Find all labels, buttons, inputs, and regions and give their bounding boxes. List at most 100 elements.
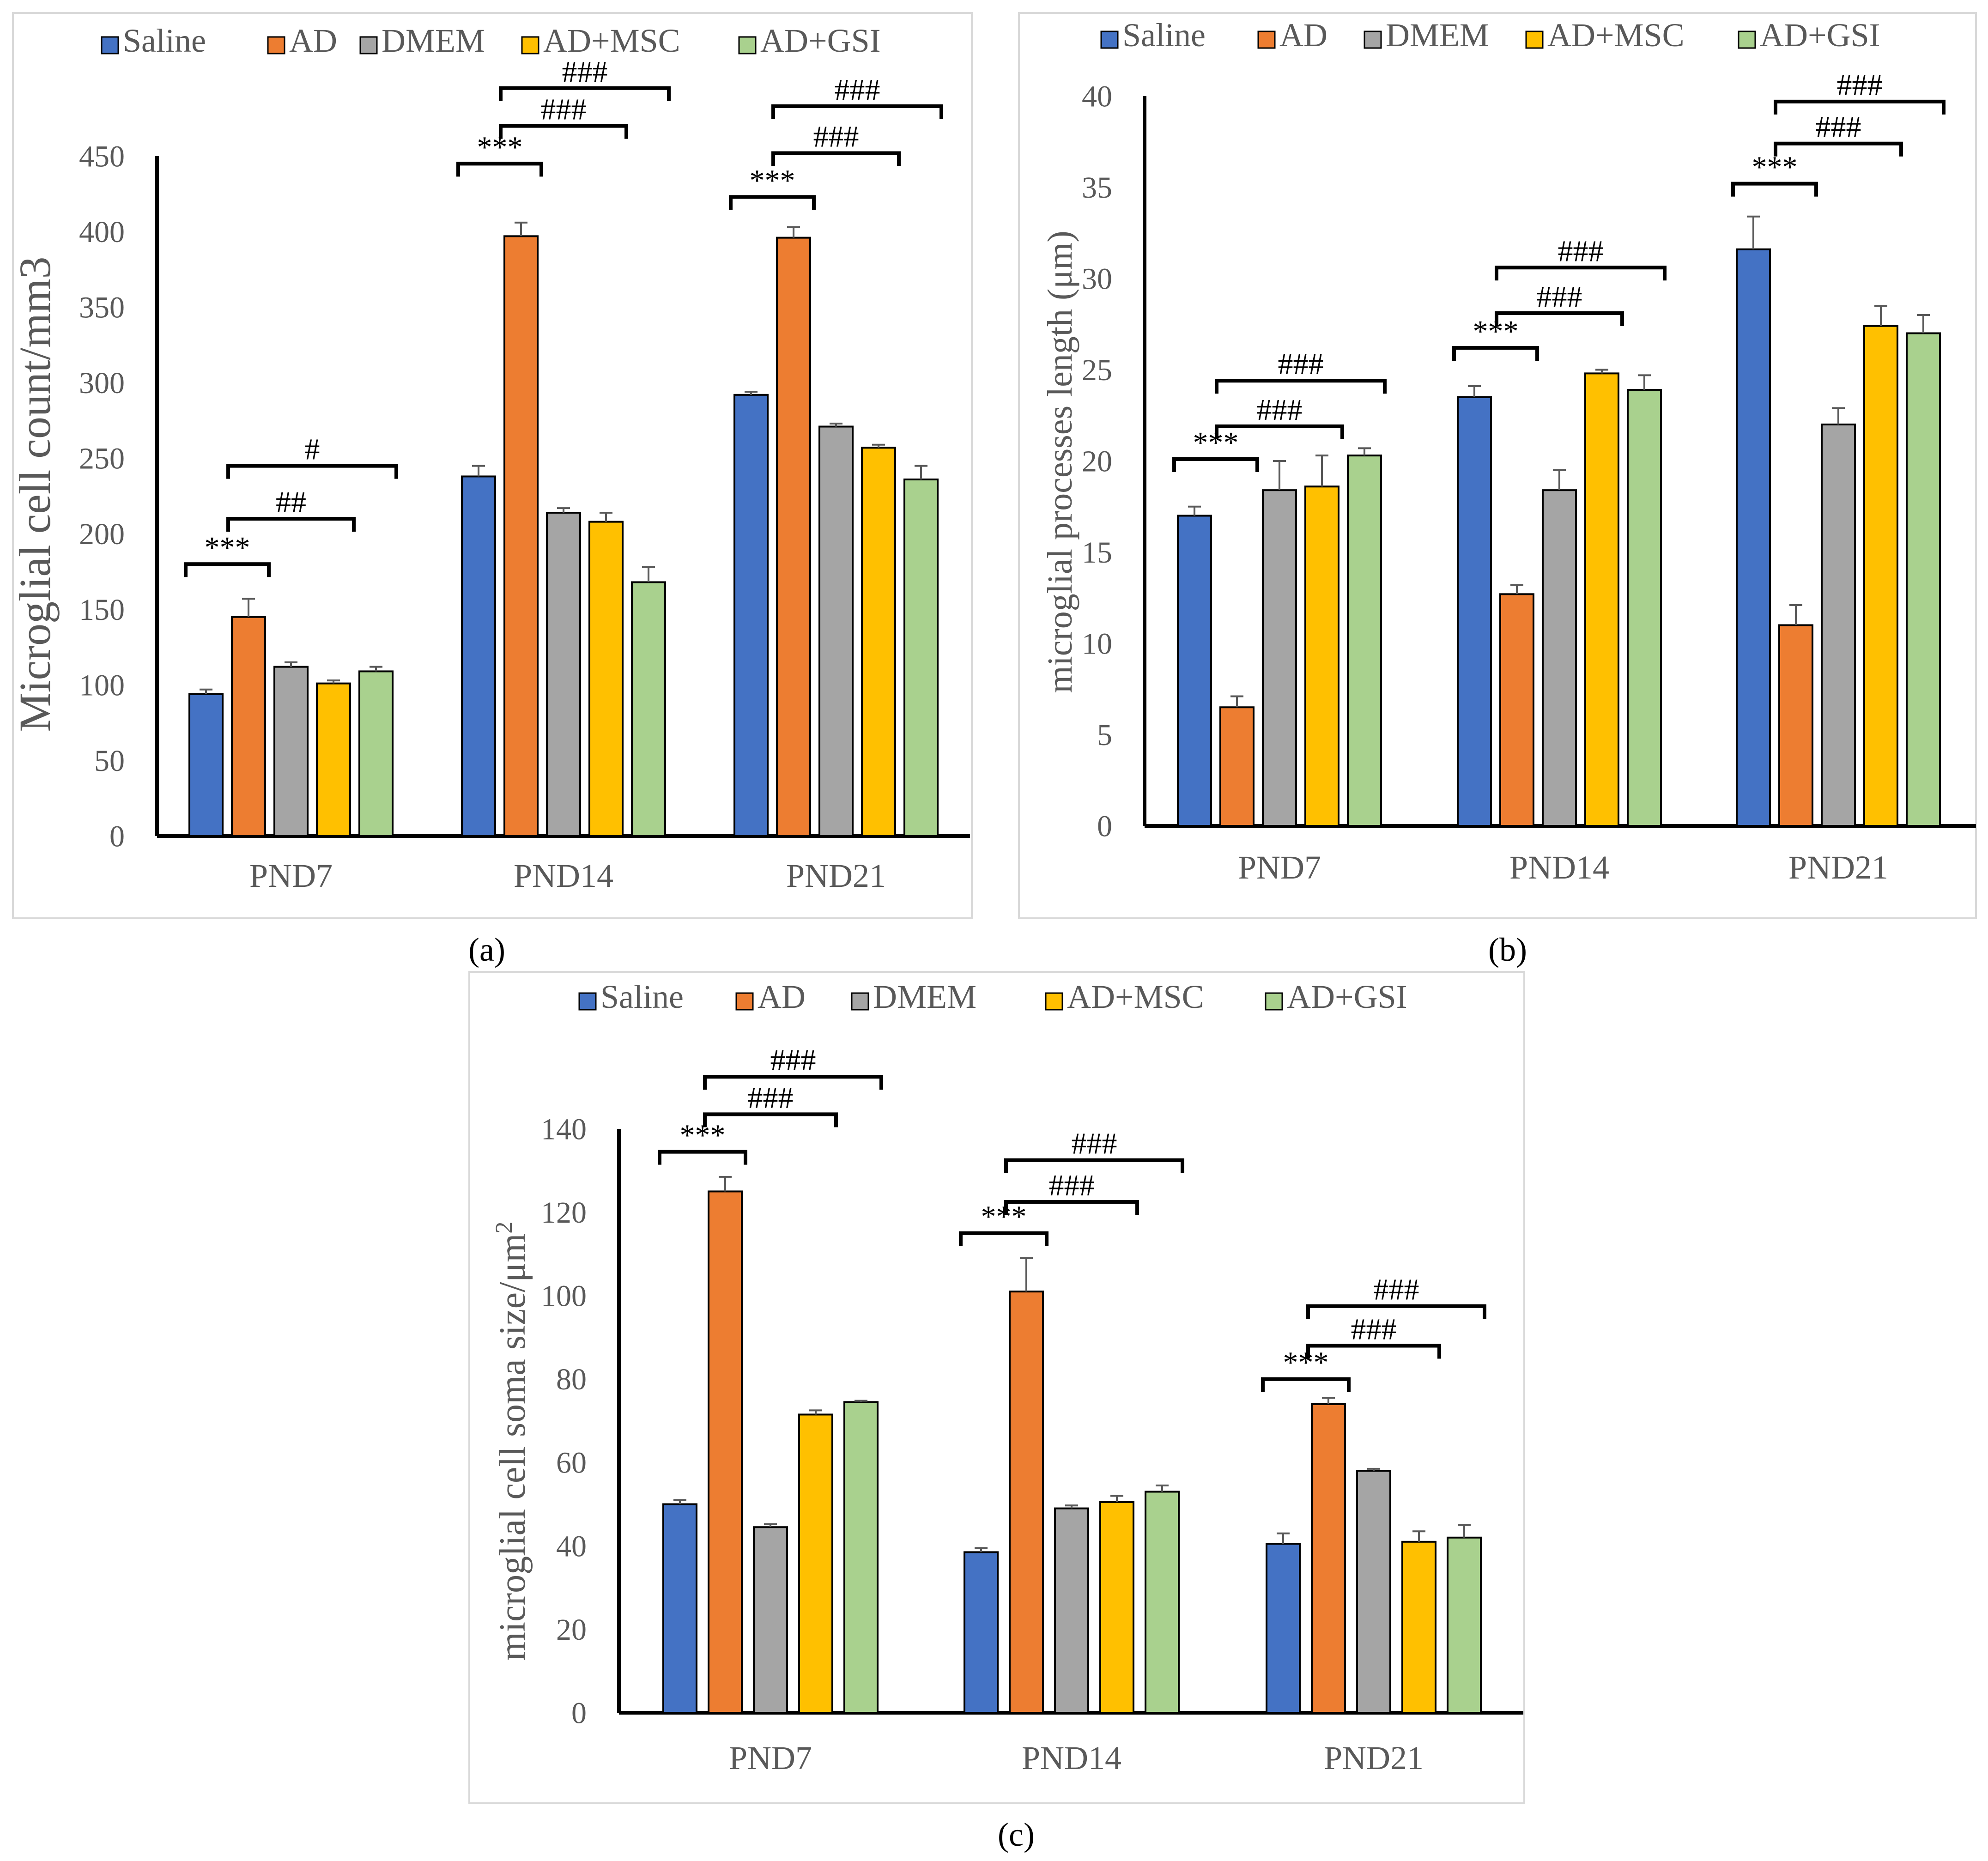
legend-swatch (1257, 30, 1276, 49)
significance-bracket (1004, 1158, 1184, 1173)
y-tick-label: 5 (1097, 718, 1112, 752)
y-tick-label: 350 (79, 291, 125, 325)
bar (1311, 1403, 1346, 1714)
significance-bracket (1261, 1377, 1351, 1392)
significance-label: ### (1257, 393, 1303, 427)
significance-bracket (1215, 424, 1344, 439)
legend-swatch (359, 36, 378, 55)
significance-bracket (1495, 311, 1624, 327)
legend-swatch (101, 36, 119, 55)
legend-swatch (1364, 30, 1382, 49)
x-tick-label: PND14 (514, 857, 613, 894)
y-tick-label: 20 (556, 1613, 587, 1647)
bar (1542, 489, 1577, 827)
x-tick-label: PND7 (249, 857, 333, 894)
bar (843, 1401, 879, 1714)
significance-bracket (1306, 1304, 1486, 1319)
y-tick-label: 200 (79, 517, 125, 551)
bar (1447, 1536, 1482, 1714)
bar (503, 235, 539, 837)
significance-bracket (1731, 182, 1818, 197)
y-tick-label: 10 (1082, 627, 1112, 661)
significance-label: *** (1283, 1346, 1329, 1380)
significance-bracket (184, 562, 271, 577)
x-tick-label: PND21 (1324, 1740, 1424, 1776)
bar (1906, 332, 1941, 827)
panel-label: (a) (468, 931, 505, 968)
significance-bracket (729, 195, 816, 210)
significance-label: # (305, 433, 320, 467)
legend-label: AD (758, 978, 806, 1015)
significance-bracket (1004, 1200, 1139, 1215)
y-tick-label: 250 (79, 442, 125, 476)
y-tick-label: 140 (541, 1112, 587, 1146)
y-axis-label: Microglial cell count/mm3 (10, 256, 60, 732)
significance-label: *** (205, 531, 250, 564)
bar (461, 475, 496, 837)
legend-label: AD+GSI (1287, 978, 1407, 1015)
significance-bracket (1215, 379, 1387, 394)
significance-bracket (658, 1150, 747, 1165)
bar (964, 1551, 999, 1714)
significance-label: ### (1537, 280, 1582, 314)
y-axis-label-superscript: 2 (491, 1222, 517, 1234)
panel-label: (b) (1488, 931, 1527, 968)
y-tick-label: 30 (1082, 262, 1112, 296)
bar (733, 394, 769, 837)
legend-label: Saline (600, 978, 684, 1015)
bar (818, 425, 854, 837)
bar (273, 666, 309, 837)
significance-label: ### (835, 73, 880, 107)
y-tick-label: 0 (571, 1696, 587, 1730)
bar (1584, 372, 1619, 827)
bar (861, 447, 896, 837)
legend-swatch (1265, 992, 1283, 1011)
y-tick-label: 300 (79, 366, 125, 400)
legend-label: Saline (1122, 17, 1206, 54)
bar (1145, 1491, 1180, 1714)
significance-bracket (499, 124, 628, 139)
bar (662, 1503, 697, 1714)
y-tick-label: 0 (109, 819, 125, 853)
significance-bracket (771, 104, 943, 120)
legend-swatch (738, 36, 757, 55)
significance-label: ### (1374, 1273, 1419, 1307)
legend-swatch (1045, 992, 1063, 1011)
significance-label: ### (1837, 68, 1883, 102)
legend-label: AD (289, 22, 337, 59)
significance-label: *** (680, 1119, 726, 1152)
legend-label: Saline (123, 22, 206, 59)
y-axis-label: microglial cell soma size/μm2 (491, 1222, 533, 1661)
significance-label: *** (981, 1200, 1027, 1234)
bar (1054, 1507, 1089, 1714)
x-tick-label: PND7 (1238, 849, 1321, 886)
significance-bracket (499, 86, 671, 101)
significance-bracket (959, 1231, 1049, 1246)
significance-label: ## (276, 485, 306, 519)
bar (1401, 1540, 1436, 1714)
x-tick-label: PND14 (1509, 849, 1609, 886)
bar (546, 511, 581, 837)
significance-label: ### (813, 120, 859, 153)
significance-label: ### (1558, 234, 1604, 268)
bar (1863, 325, 1898, 827)
significance-bracket (456, 162, 543, 177)
bar (1499, 593, 1534, 827)
legend-label: AD (1279, 17, 1327, 54)
y-tick-label: 450 (79, 139, 125, 173)
bar (588, 521, 624, 837)
legend-label: DMEM (1386, 17, 1489, 54)
bar (798, 1413, 833, 1714)
y-tick-label: 40 (1082, 79, 1112, 113)
bar (358, 670, 394, 837)
y-tick-label: 120 (541, 1196, 587, 1230)
legend-label: DMEM (382, 22, 485, 59)
significance-bracket (226, 464, 398, 479)
legend-swatch (735, 992, 754, 1011)
significance-bracket (1495, 266, 1667, 281)
y-tick-label: 80 (556, 1363, 587, 1396)
panel-label: (c) (998, 1816, 1035, 1853)
significance-label: *** (750, 164, 795, 197)
bar (1778, 624, 1813, 827)
